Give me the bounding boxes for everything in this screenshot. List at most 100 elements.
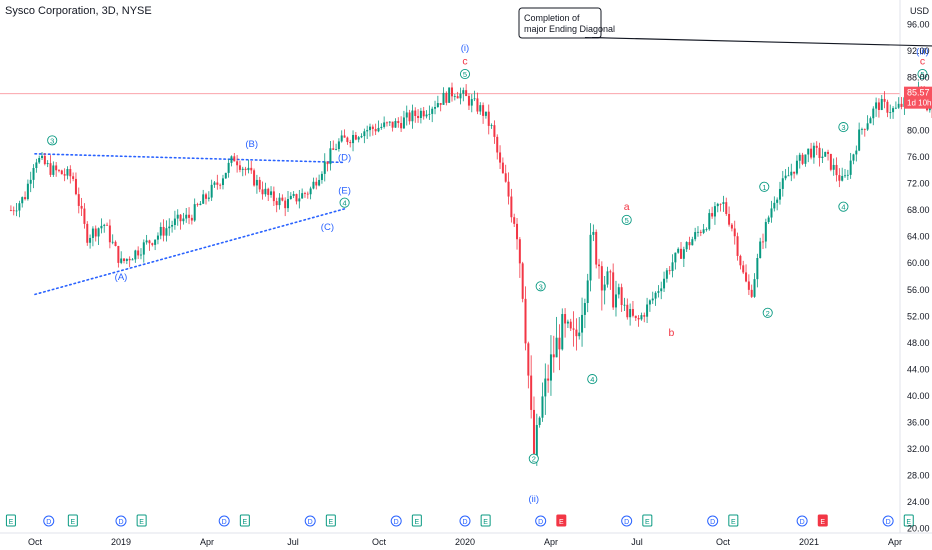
candle-body xyxy=(188,214,191,218)
wave-label: 5 xyxy=(463,70,467,79)
earnings-marker-label: E xyxy=(731,519,736,526)
wave-label: (iii) xyxy=(916,46,929,57)
earnings-marker[interactable] xyxy=(325,514,336,527)
dividend-marker[interactable] xyxy=(115,515,127,527)
candle-body xyxy=(221,178,224,186)
candle-body xyxy=(94,228,97,237)
candle-body xyxy=(566,321,569,324)
candle-body xyxy=(139,254,142,256)
dividend-marker[interactable] xyxy=(535,515,547,527)
candle-body xyxy=(346,137,349,143)
candle-body xyxy=(730,224,733,229)
wave-label-circle xyxy=(917,69,928,80)
dividend-marker-label: D xyxy=(886,519,891,526)
earnings-marker[interactable] xyxy=(903,514,914,527)
candle-body xyxy=(391,121,394,128)
candle-body xyxy=(117,246,120,263)
candle-body xyxy=(541,396,544,418)
dividend-marker-label: D xyxy=(308,519,313,526)
dividend-marker[interactable] xyxy=(882,515,894,527)
candle-body xyxy=(207,197,210,199)
dividend-marker[interactable] xyxy=(218,515,230,527)
candle-body xyxy=(179,214,182,222)
candle-body xyxy=(600,266,603,291)
time-axis[interactable]: Oct2019AprJulOct2020AprJulOct2021AprJulO… xyxy=(28,537,932,547)
candle-body xyxy=(397,121,400,124)
candle-body xyxy=(366,130,369,132)
time-tick-label: Oct xyxy=(372,537,387,547)
dividend-marker[interactable] xyxy=(304,515,316,527)
wave-labels: 3 (B)(D)(E)4(C)(A)(i)c5(ii)234a5b1234(iii… xyxy=(47,43,929,505)
earnings-marker[interactable] xyxy=(480,514,491,527)
candle-body xyxy=(479,105,482,112)
earnings-marker[interactable] xyxy=(817,514,828,527)
candle-body xyxy=(46,163,49,165)
candle-body xyxy=(332,148,335,150)
dividend-marker[interactable] xyxy=(707,515,719,527)
candle-body xyxy=(838,175,841,181)
earnings-marker[interactable] xyxy=(5,514,16,527)
dividend-marker-label: D xyxy=(538,519,543,526)
candle-body xyxy=(388,121,391,123)
candle-body xyxy=(810,148,813,158)
earnings-marker[interactable] xyxy=(136,514,147,527)
earnings-marker[interactable] xyxy=(556,514,567,527)
candle-body xyxy=(603,284,606,291)
dividend-marker[interactable] xyxy=(43,515,55,527)
candle-body xyxy=(846,174,849,176)
earnings-marker[interactable] xyxy=(411,514,422,527)
wave-label: 4 xyxy=(590,375,594,384)
candle-body xyxy=(739,255,742,266)
wave-label: 3 xyxy=(539,282,543,291)
earnings-marker-label: E xyxy=(559,519,564,526)
candle-body xyxy=(417,115,420,118)
candle-body xyxy=(643,315,646,317)
candle-body xyxy=(106,224,109,226)
dividend-marker[interactable] xyxy=(390,515,402,527)
candle-body xyxy=(270,191,273,195)
wave-label: 2 xyxy=(766,309,770,318)
callout-line-1: Completion of xyxy=(524,13,580,23)
candle-body xyxy=(66,169,69,176)
earnings-marker[interactable] xyxy=(239,514,250,527)
candles xyxy=(9,81,932,466)
earnings-marker[interactable] xyxy=(642,514,653,527)
candle-body xyxy=(894,107,897,109)
candle-body xyxy=(725,202,728,214)
wave-label: (C) xyxy=(321,222,334,233)
candle-body xyxy=(818,147,821,158)
earnings-marker-label: E xyxy=(139,519,144,526)
event-markers: EDEDEDEDEDEDEDEDEDEDEDEDEDEDEDEDEE xyxy=(5,514,914,527)
candle-body xyxy=(705,229,708,231)
dividend-marker[interactable] xyxy=(621,515,633,527)
candle-body xyxy=(535,425,538,461)
candle-body xyxy=(516,223,519,240)
candle-body xyxy=(91,228,94,238)
candle-body xyxy=(572,328,575,330)
candle-body xyxy=(456,96,459,99)
earnings-marker[interactable] xyxy=(728,514,739,527)
candle-body xyxy=(193,204,196,221)
callout-line-2: major Ending Diagonal xyxy=(524,24,615,34)
wave-label: 5 xyxy=(920,70,924,79)
chart-title: Sysco Corporation, 3D, NYSE xyxy=(5,5,152,17)
earnings-marker-label: E xyxy=(906,519,911,526)
candle-body xyxy=(781,178,784,189)
candle-body xyxy=(196,204,199,206)
candle-body xyxy=(835,164,838,176)
dividend-marker[interactable] xyxy=(796,515,808,527)
candle-body xyxy=(29,179,32,184)
wave-label: (D) xyxy=(338,152,351,163)
dividend-marker[interactable] xyxy=(459,515,471,527)
candle-body xyxy=(745,272,748,282)
candle-body xyxy=(459,93,462,99)
earnings-marker[interactable] xyxy=(67,514,78,527)
time-tick-label: 2020 xyxy=(455,537,475,547)
candle-body xyxy=(131,259,134,261)
candle-body xyxy=(875,102,878,109)
wave-label: b xyxy=(668,327,674,339)
time-tick-label: Apr xyxy=(200,537,214,547)
wave-label-circle xyxy=(762,307,773,318)
candle-body xyxy=(654,292,657,299)
